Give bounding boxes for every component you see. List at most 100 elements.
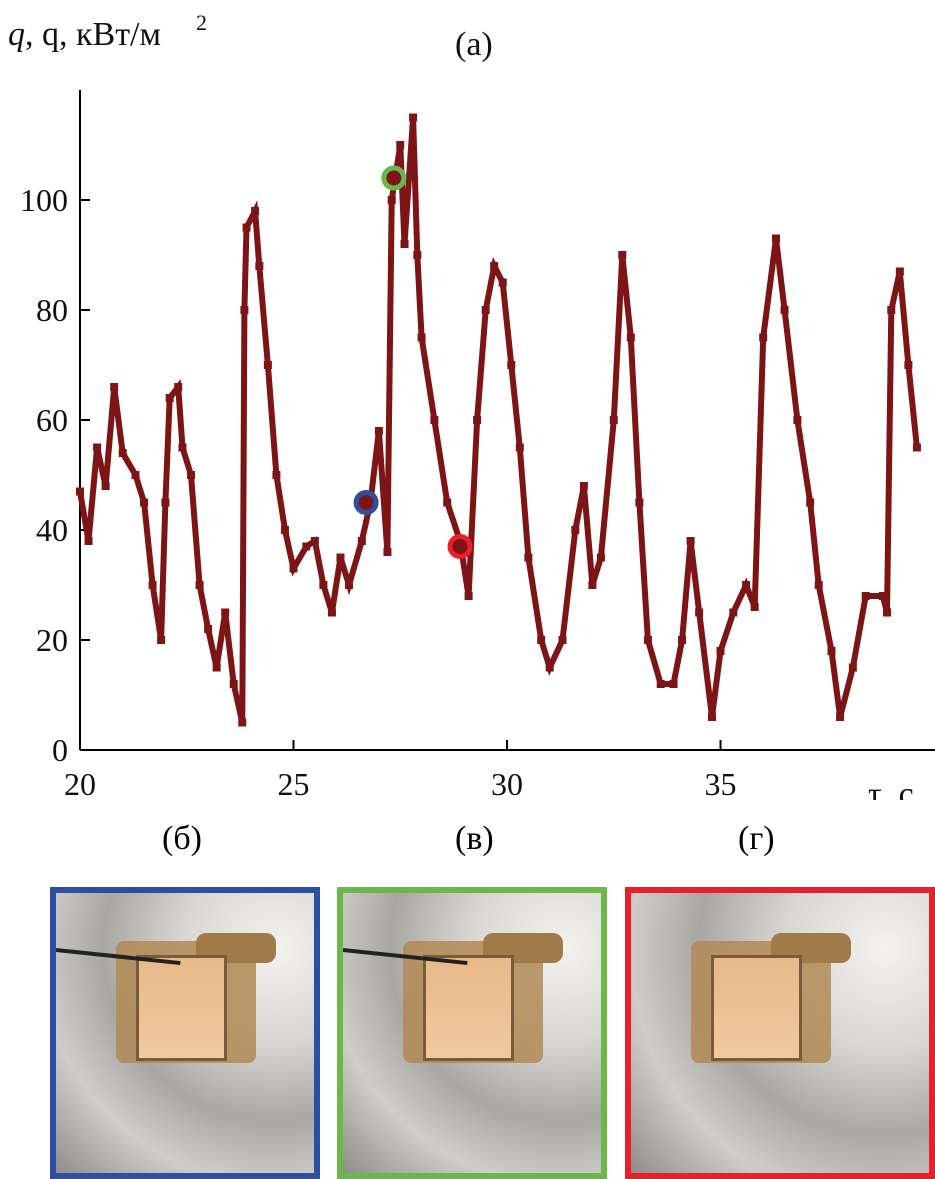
- data-point: [481, 306, 490, 314]
- data-point: [255, 262, 264, 270]
- data-point: [280, 526, 289, 534]
- data-point: [609, 416, 618, 424]
- chart-title: (а): [455, 26, 493, 63]
- data-point: [490, 262, 499, 270]
- data-point: [814, 581, 823, 589]
- data-point: [272, 471, 281, 479]
- data-point: [545, 663, 554, 672]
- caption-v: (в): [455, 820, 494, 857]
- data-point: [643, 636, 652, 644]
- data-point: [131, 471, 140, 479]
- data-point: [148, 581, 157, 589]
- data-point: [780, 306, 789, 314]
- data-point: [904, 361, 913, 369]
- data-point: [302, 542, 311, 551]
- data-point: [596, 553, 605, 562]
- data-point: [336, 553, 345, 562]
- data-point: [742, 581, 751, 589]
- marker-б: [353, 490, 379, 515]
- marker-в: [381, 165, 407, 191]
- y-tick-label: 0: [52, 732, 68, 768]
- data-point: [187, 471, 196, 479]
- y-tick-label: 40: [36, 512, 68, 548]
- data-point: [473, 416, 482, 424]
- data-point: [626, 333, 635, 342]
- data-point: [729, 608, 738, 617]
- data-point: [110, 383, 119, 391]
- data-point: [430, 416, 439, 424]
- data-point: [558, 636, 567, 644]
- data-point: [212, 663, 221, 672]
- data-point: [635, 498, 644, 507]
- y-tick-label: 80: [36, 292, 68, 328]
- data-point: [707, 713, 716, 721]
- data-point: [165, 394, 174, 402]
- data-point: [571, 526, 580, 534]
- data-point: [396, 141, 405, 149]
- data-point: [229, 680, 238, 688]
- data-point: [84, 537, 93, 545]
- marker-г: [447, 534, 473, 559]
- photo-g: [625, 887, 935, 1179]
- data-point: [806, 498, 815, 507]
- data-point: [878, 592, 887, 600]
- data-point: [400, 240, 409, 248]
- data-point: [524, 553, 533, 562]
- data-point: [387, 196, 396, 204]
- data-point: [174, 383, 183, 391]
- data-point: [464, 592, 473, 600]
- data-point: [140, 498, 149, 507]
- data-point: [178, 443, 187, 452]
- data-point: [537, 636, 546, 644]
- data-point: [618, 251, 627, 259]
- y-axis-label: q, q, кВт/м: [8, 16, 161, 53]
- data-point: [319, 581, 328, 589]
- data-point: [686, 537, 695, 545]
- data-point: [887, 306, 896, 314]
- data-point: [588, 581, 597, 589]
- data-point: [242, 223, 251, 232]
- data-point: [793, 416, 802, 424]
- data-point: [101, 482, 110, 490]
- data-point: [895, 267, 904, 276]
- data-point: [716, 647, 725, 655]
- y-tick-label: 20: [36, 622, 68, 658]
- data-point: [204, 625, 213, 633]
- data-point: [413, 251, 422, 259]
- data-point: [157, 636, 166, 644]
- data-point: [836, 713, 845, 721]
- data-point: [861, 592, 870, 600]
- heat-flux-chart: q, q, кВт/м 2 (а) τ, с 20 25 30 35020406080…: [8, 10, 935, 800]
- data-point: [695, 608, 704, 617]
- data-point: [759, 333, 768, 342]
- x-tick-label: 30: [491, 766, 523, 800]
- data-point: [240, 306, 249, 314]
- y-tick-label: 60: [36, 402, 68, 438]
- data-point: [848, 663, 857, 672]
- caption-g: (г): [738, 820, 775, 857]
- data-point: [345, 581, 354, 589]
- data-point: [498, 278, 507, 287]
- data-point: [827, 647, 836, 655]
- data-point: [327, 608, 336, 617]
- data-point: [443, 498, 452, 507]
- data-point: [409, 113, 418, 122]
- data-point: [195, 581, 204, 589]
- x-axis-label: τ, с: [868, 776, 914, 800]
- x-tick-label: 35: [705, 766, 737, 800]
- data-point: [357, 537, 366, 545]
- data-point: [912, 443, 921, 452]
- data-point: [221, 608, 230, 617]
- data-point: [263, 361, 272, 369]
- data-point: [251, 207, 260, 215]
- data-point: [383, 548, 392, 556]
- data-point: [76, 487, 84, 496]
- data-point: [883, 608, 892, 617]
- data-point: [238, 718, 247, 727]
- data-point: [669, 680, 678, 688]
- data-point: [579, 482, 588, 490]
- photo-b: [50, 887, 320, 1179]
- photo-v: [337, 887, 607, 1179]
- x-tick-label: 25: [278, 766, 310, 800]
- data-point: [417, 333, 426, 342]
